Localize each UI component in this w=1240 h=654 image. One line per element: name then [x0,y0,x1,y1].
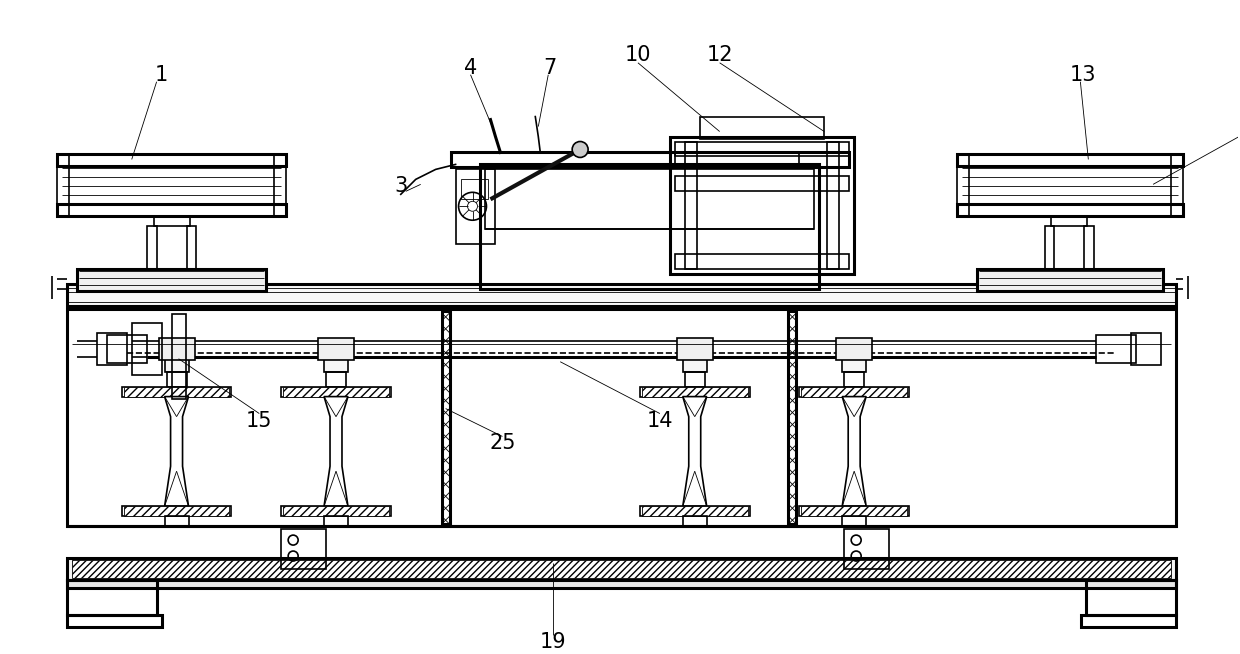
Bar [844,371,864,387]
Bar [801,506,906,516]
Bar [827,141,839,269]
Bar [67,615,161,627]
Bar [1096,335,1136,363]
Bar [670,137,854,274]
Bar [165,516,188,526]
Text: 3: 3 [394,177,408,196]
Bar [675,177,849,192]
Bar [326,371,346,387]
Bar [675,254,849,269]
Bar [842,354,866,371]
Bar [677,338,713,360]
Text: 12: 12 [707,45,733,65]
Bar [1081,615,1176,627]
Text: 4: 4 [464,58,477,78]
Polygon shape [324,396,348,506]
Bar [281,506,391,516]
Bar [642,387,748,396]
Circle shape [572,141,588,158]
Bar [844,529,889,569]
Bar [675,141,849,156]
Bar [67,558,1176,580]
Text: 1: 1 [155,65,169,85]
Bar [642,506,748,516]
Bar [800,387,909,396]
Bar [107,335,146,363]
Bar [166,371,186,387]
Bar [957,204,1183,216]
Bar [97,333,126,365]
Bar [146,226,156,284]
Bar [1086,580,1176,615]
Bar [640,506,749,516]
Bar [72,560,1171,578]
Bar [154,216,190,226]
Text: 25: 25 [489,434,516,453]
Bar [977,269,1163,291]
Bar [441,311,450,524]
Bar [957,154,968,216]
Bar [842,516,866,526]
Bar [67,309,1176,526]
Polygon shape [683,396,707,506]
Polygon shape [165,396,188,506]
Text: 14: 14 [646,411,673,430]
Bar [486,169,815,229]
Bar [684,141,697,269]
Bar [57,154,69,216]
Bar [789,311,796,524]
Bar [699,116,825,139]
Bar [1044,226,1054,284]
Bar [274,154,286,216]
Bar [319,338,353,360]
Bar [455,169,496,244]
Text: 7: 7 [543,58,557,78]
Bar [165,354,188,371]
Bar [57,154,286,166]
Bar [683,354,707,371]
Bar [1084,226,1095,284]
Bar [77,269,267,291]
Bar [801,387,906,396]
Bar [324,354,348,371]
Bar [67,580,1176,588]
Bar [683,516,707,526]
Bar [122,506,232,516]
Text: 13: 13 [1070,65,1096,85]
Bar [283,506,389,516]
Bar [450,152,849,167]
Bar [186,226,196,284]
Bar [324,516,348,526]
Polygon shape [842,396,866,506]
Bar [957,154,1183,166]
Bar [283,387,389,396]
Bar [122,387,232,396]
Bar [131,323,161,375]
Bar [480,164,820,289]
Bar [124,506,229,516]
Bar [1052,216,1087,226]
Bar [171,314,186,398]
Bar [460,179,489,199]
Bar [67,580,156,615]
Bar [124,387,229,396]
Bar [684,371,704,387]
Bar [675,152,800,167]
Text: 10: 10 [625,45,651,65]
Bar [57,204,286,216]
Bar [159,338,195,360]
Text: 19: 19 [539,632,567,652]
Bar [281,529,326,569]
Bar [640,387,749,396]
Bar [281,387,391,396]
Bar [67,284,1176,306]
Text: 15: 15 [246,411,273,430]
Bar [800,506,909,516]
Bar [836,338,872,360]
Bar [1131,333,1161,365]
Bar [1171,154,1183,216]
